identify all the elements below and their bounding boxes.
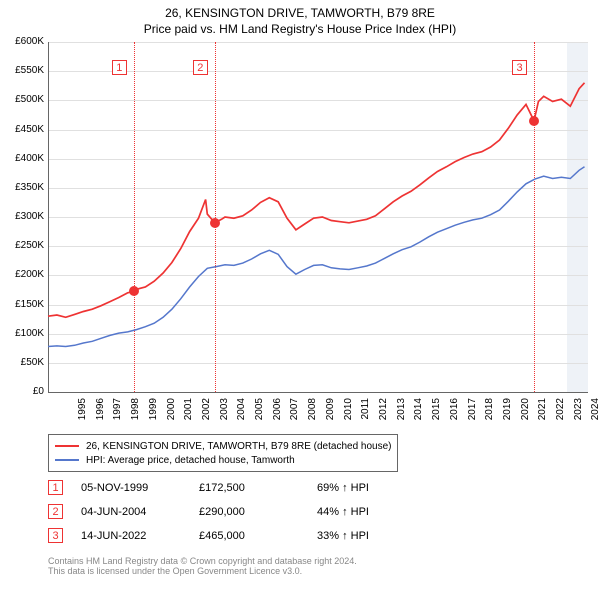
sale-vs-hpi: 44% ↑ HPI [317, 506, 427, 518]
x-tick-label: 2001 [183, 398, 194, 430]
x-tick-label: 2007 [289, 398, 300, 430]
y-tick-label: £500K [0, 94, 44, 105]
x-tick-label: 2024 [590, 398, 600, 430]
x-tick-label: 2009 [325, 398, 336, 430]
y-tick-label: £550K [0, 65, 44, 76]
x-tick-label: 2000 [166, 398, 177, 430]
sale-dot [210, 218, 220, 228]
x-tick-label: 2014 [413, 398, 424, 430]
x-tick-label: 2004 [236, 398, 247, 430]
sale-table-row: 1 05-NOV-1999 £172,500 69% ↑ HPI [48, 480, 427, 495]
chart-area: 1 2 3 [48, 42, 588, 392]
sale-date: 04-JUN-2004 [81, 506, 181, 518]
x-tick-label: 2022 [555, 398, 566, 430]
sale-table-row: 3 14-JUN-2022 £465,000 33% ↑ HPI [48, 528, 427, 543]
sale-vs-hpi: 69% ↑ HPI [317, 482, 427, 494]
y-tick-label: £250K [0, 240, 44, 251]
series-hpi [48, 167, 585, 347]
x-tick-label: 2005 [254, 398, 265, 430]
legend-item: 26, KENSINGTON DRIVE, TAMWORTH, B79 8RE … [55, 439, 391, 453]
x-tick-label: 2018 [484, 398, 495, 430]
chart-lines [48, 42, 588, 392]
legend-item: HPI: Average price, detached house, Tamw… [55, 453, 391, 467]
y-tick-label: £0 [0, 386, 44, 397]
sale-marker: 1 [112, 60, 127, 75]
y-tick-label: £100K [0, 328, 44, 339]
x-tick-label: 2006 [272, 398, 283, 430]
legend-swatch [55, 459, 79, 461]
sale-marker: 2 [193, 60, 208, 75]
x-tick-label: 2013 [396, 398, 407, 430]
x-tick-label: 2021 [537, 398, 548, 430]
sale-price: £290,000 [199, 506, 299, 518]
footer-line-2: This data is licensed under the Open Gov… [48, 566, 357, 576]
y-tick-label: £50K [0, 357, 44, 368]
sale-table-marker: 2 [48, 504, 63, 519]
x-tick-label: 2017 [467, 398, 478, 430]
x-tick-label: 2016 [449, 398, 460, 430]
sale-dot [529, 116, 539, 126]
x-tick-label: 2015 [431, 398, 442, 430]
sale-price: £465,000 [199, 530, 299, 542]
y-tick-label: £600K [0, 36, 44, 47]
footer-line-1: Contains HM Land Registry data © Crown c… [48, 556, 357, 566]
x-tick-label: 2010 [343, 398, 354, 430]
sale-table-marker: 1 [48, 480, 63, 495]
legend-label: HPI: Average price, detached house, Tamw… [86, 455, 295, 466]
x-tick-label: 1995 [77, 398, 88, 430]
x-tick-label: 2011 [360, 398, 371, 430]
y-tick-label: £200K [0, 269, 44, 280]
y-tick-label: £450K [0, 124, 44, 135]
x-tick-label: 2003 [219, 398, 230, 430]
x-tick-label: 2023 [573, 398, 584, 430]
x-tick-label: 2012 [378, 398, 389, 430]
sale-marker: 3 [512, 60, 527, 75]
y-tick-label: £400K [0, 153, 44, 164]
sale-table-row: 2 04-JUN-2004 £290,000 44% ↑ HPI [48, 504, 427, 519]
y-tick-label: £350K [0, 182, 44, 193]
x-tick-label: 2019 [502, 398, 513, 430]
x-tick-label: 2002 [201, 398, 212, 430]
footer-attribution: Contains HM Land Registry data © Crown c… [48, 556, 357, 576]
x-tick-label: 1999 [148, 398, 159, 430]
legend: 26, KENSINGTON DRIVE, TAMWORTH, B79 8RE … [48, 434, 398, 472]
sale-date: 14-JUN-2022 [81, 530, 181, 542]
sale-table-marker: 3 [48, 528, 63, 543]
x-tick-label: 1997 [112, 398, 123, 430]
legend-label: 26, KENSINGTON DRIVE, TAMWORTH, B79 8RE … [86, 441, 391, 452]
x-tick-label: 2008 [307, 398, 318, 430]
sale-date: 05-NOV-1999 [81, 482, 181, 494]
title-line-1: 26, KENSINGTON DRIVE, TAMWORTH, B79 8RE [0, 6, 600, 20]
sale-vs-hpi: 33% ↑ HPI [317, 530, 427, 542]
x-axis [48, 392, 588, 393]
legend-swatch [55, 445, 79, 447]
y-tick-label: £150K [0, 299, 44, 310]
y-tick-label: £300K [0, 211, 44, 222]
title-line-2: Price paid vs. HM Land Registry's House … [0, 22, 600, 36]
x-tick-label: 1996 [95, 398, 106, 430]
sale-price: £172,500 [199, 482, 299, 494]
x-tick-label: 1998 [130, 398, 141, 430]
series-price_paid [48, 83, 585, 317]
x-tick-label: 2020 [520, 398, 531, 430]
